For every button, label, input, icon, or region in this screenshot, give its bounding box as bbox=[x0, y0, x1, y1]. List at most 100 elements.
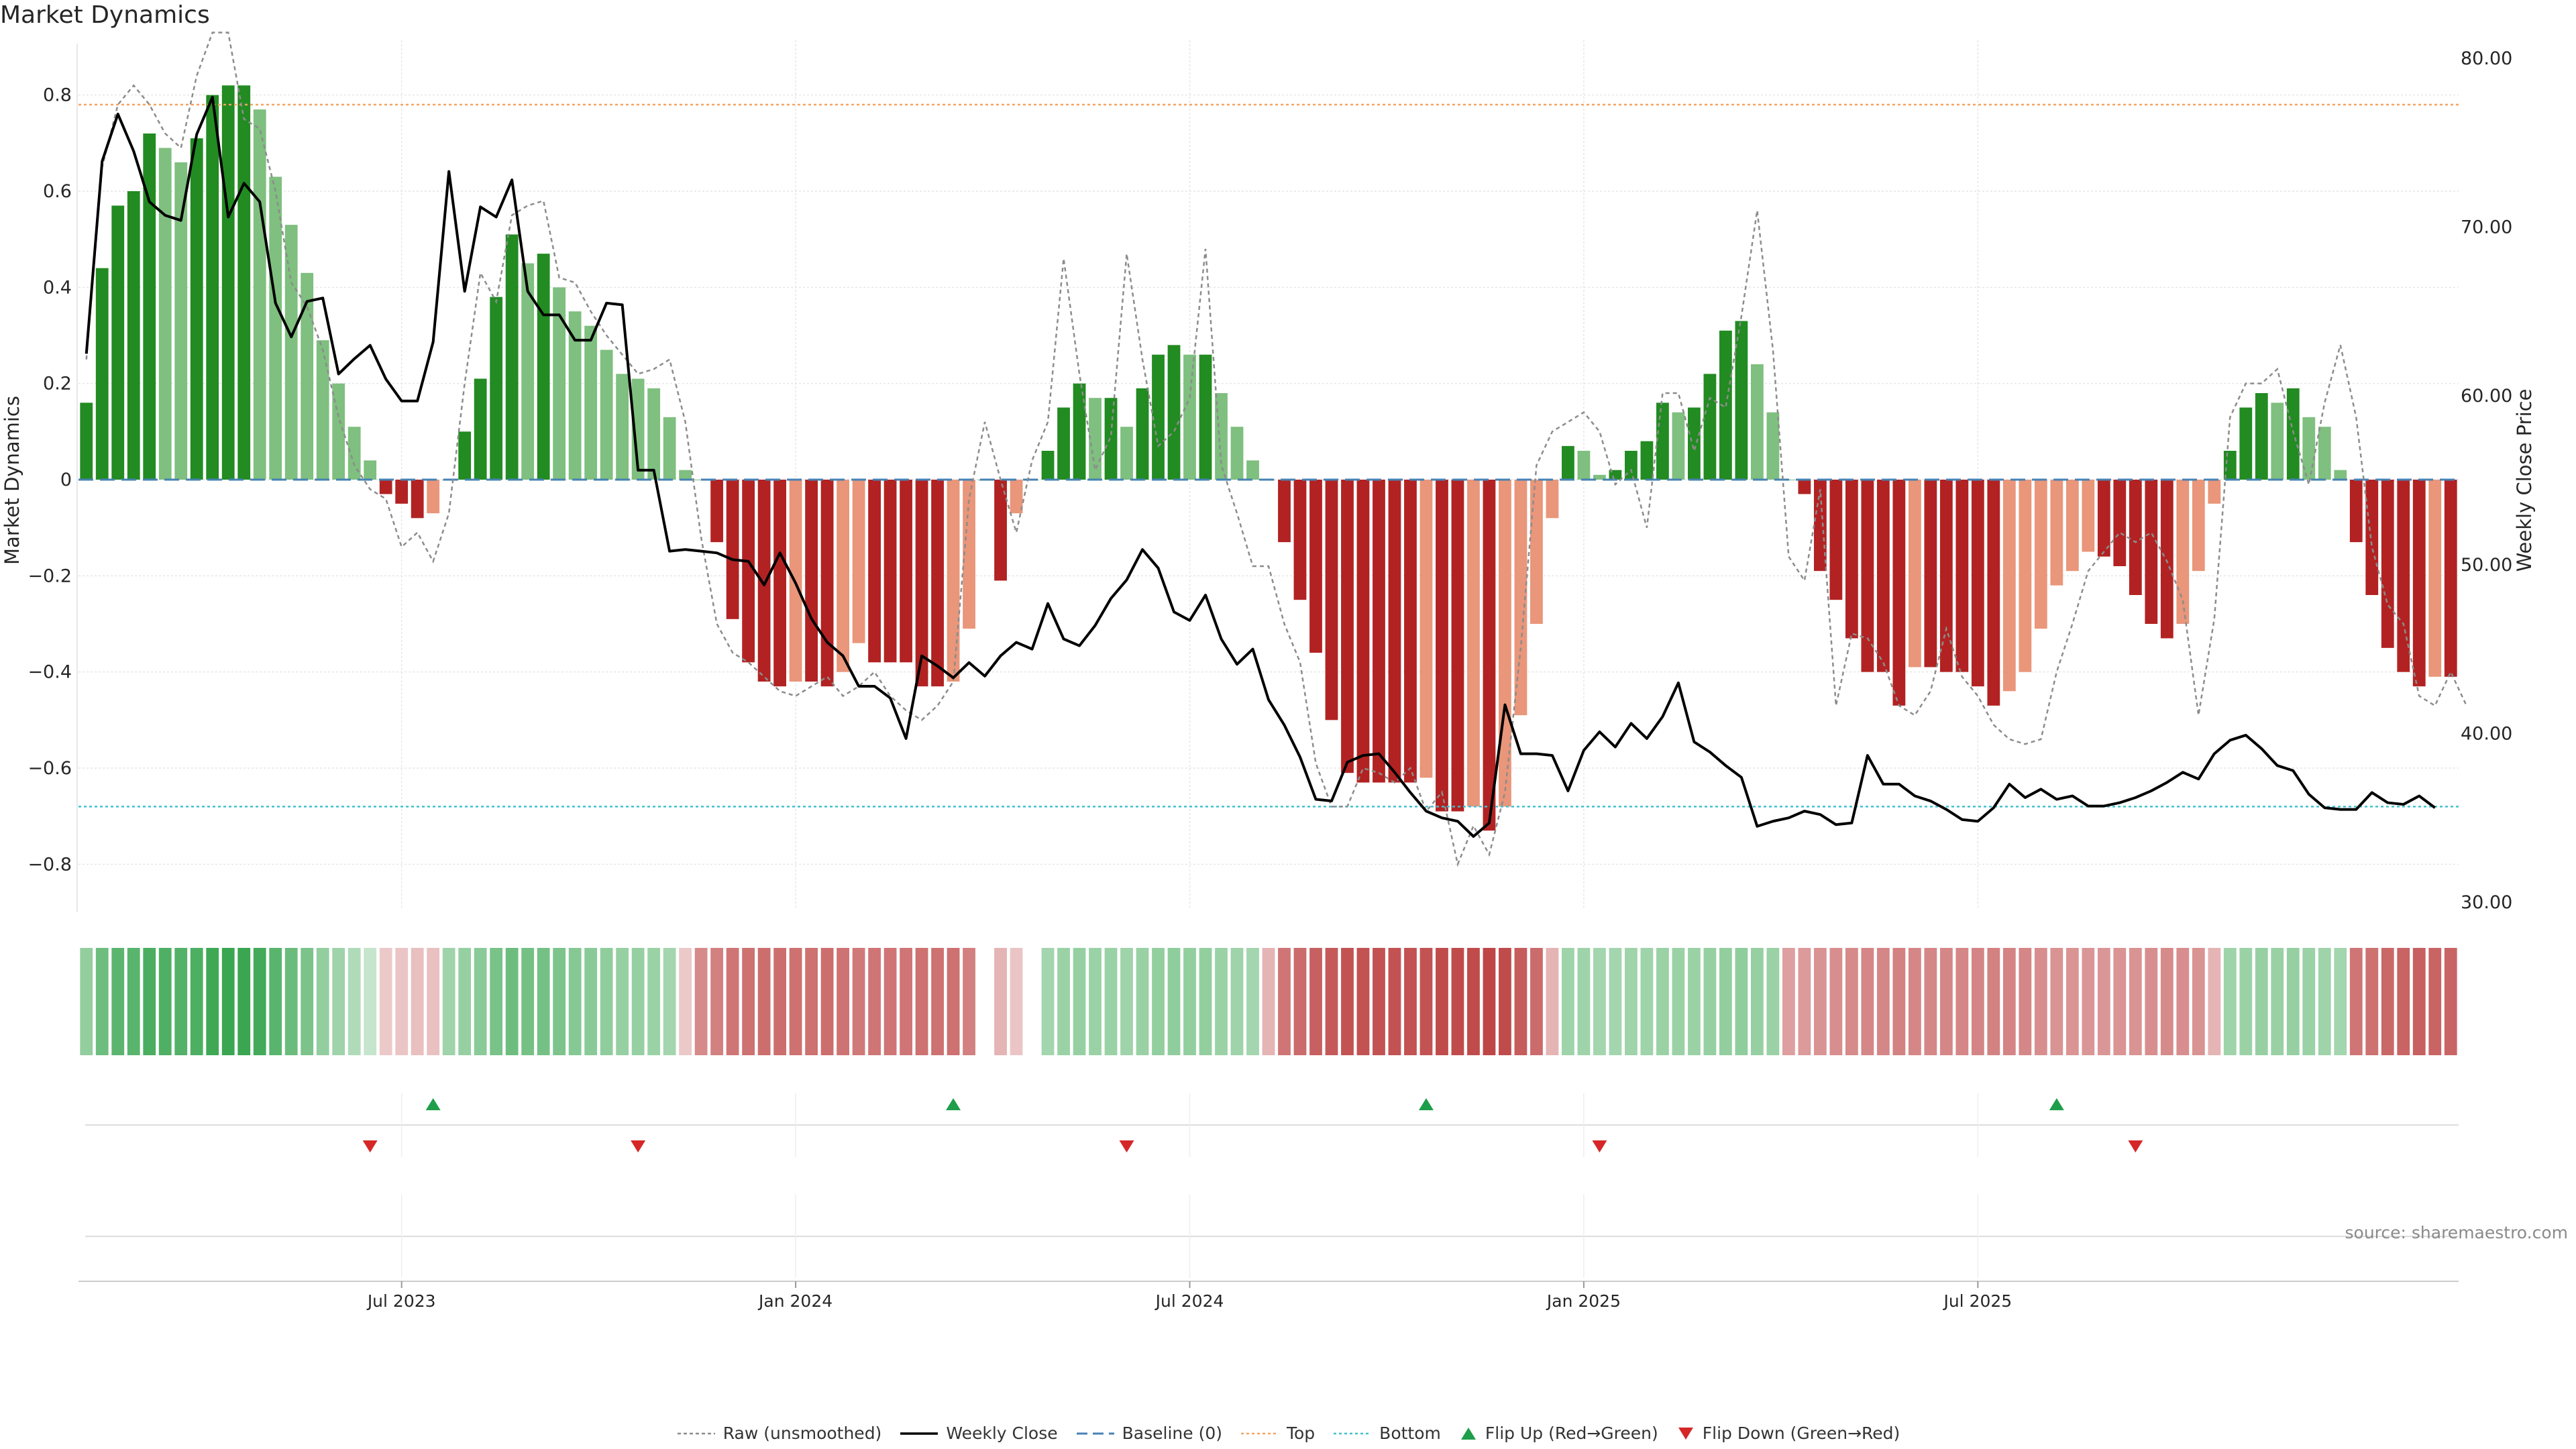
legend-symbol-raw bbox=[676, 1427, 716, 1440]
dynamics-bar bbox=[206, 95, 219, 480]
dynamics-bar bbox=[1388, 480, 1401, 783]
dynamics-bar bbox=[631, 378, 645, 480]
heat-cell bbox=[2239, 948, 2253, 1055]
dynamics-bar bbox=[347, 427, 361, 480]
heat-cell bbox=[1908, 948, 1921, 1055]
dynamics-bar bbox=[1955, 480, 1969, 672]
source-note: source: sharemaestro.com bbox=[2345, 1223, 2569, 1242]
dynamics-bar bbox=[1089, 398, 1102, 480]
dynamics-bar bbox=[1483, 480, 1496, 831]
heat-cell bbox=[221, 948, 235, 1055]
dynamics-bar bbox=[1750, 364, 1764, 480]
dynamics-bar bbox=[2065, 480, 2079, 572]
heat-cell bbox=[1577, 948, 1591, 1055]
legend-symbol-bottom bbox=[1332, 1427, 1373, 1440]
dynamics-bar bbox=[505, 234, 519, 480]
heat-cell bbox=[2365, 948, 2379, 1055]
legend-symbol-top bbox=[1240, 1427, 1280, 1440]
y2-tick-label: 30.00 bbox=[2461, 892, 2512, 913]
dynamics-bar bbox=[820, 480, 834, 687]
raw-series-line bbox=[85, 32, 2467, 867]
dynamics-bar bbox=[1183, 354, 1196, 480]
dynamics-bar bbox=[1577, 451, 1591, 480]
heat-cell bbox=[568, 948, 582, 1055]
legend-item-baseline: Baseline (0) bbox=[1075, 1424, 1222, 1443]
heat-strip bbox=[80, 948, 2457, 1055]
dynamics-bar bbox=[1419, 480, 1433, 778]
heat-cell bbox=[1593, 948, 1606, 1055]
heat-cell bbox=[1278, 948, 1291, 1055]
heat-cell bbox=[1152, 948, 1165, 1055]
dynamics-bar bbox=[1939, 480, 1953, 672]
heat-cell bbox=[2255, 948, 2268, 1055]
heat-cell bbox=[1499, 948, 1511, 1055]
dynamics-bar bbox=[726, 480, 739, 619]
heat-cell bbox=[2129, 948, 2142, 1055]
dynamics-bar bbox=[2145, 480, 2158, 624]
heat-cell bbox=[1924, 948, 1937, 1055]
heat-cell bbox=[2271, 948, 2284, 1055]
heat-cell bbox=[694, 948, 708, 1055]
heat-cell bbox=[158, 948, 172, 1055]
dynamics-bar bbox=[521, 263, 535, 480]
heat-cell bbox=[1120, 948, 1133, 1055]
dynamics-bar bbox=[395, 480, 409, 504]
heat-cell bbox=[1625, 948, 1638, 1055]
dynamics-bar bbox=[1230, 427, 1244, 480]
heat-cell bbox=[2113, 948, 2127, 1055]
heat-cell bbox=[332, 948, 345, 1055]
dynamics-bar bbox=[158, 148, 172, 480]
y2-tick-label: 70.00 bbox=[2461, 217, 2512, 238]
dynamics-bar bbox=[1609, 470, 1622, 480]
heat-cell bbox=[679, 948, 692, 1055]
flip-up-marker bbox=[946, 1098, 961, 1110]
dynamics-bar bbox=[1341, 480, 1354, 773]
heat-cell bbox=[269, 948, 282, 1055]
flip-markers bbox=[85, 1093, 2459, 1278]
legend-label: Baseline (0) bbox=[1122, 1424, 1222, 1443]
dynamics-bar bbox=[773, 480, 787, 687]
heat-cell bbox=[1215, 948, 1228, 1055]
dynamics-bar bbox=[2050, 480, 2063, 586]
dynamics-bar bbox=[1309, 480, 1322, 653]
y-tick-label: −0.6 bbox=[28, 758, 72, 779]
heat-cell bbox=[1703, 948, 1717, 1055]
dynamics-bar bbox=[111, 205, 125, 480]
dynamics-bar bbox=[837, 480, 849, 672]
y-tick-label: 0.2 bbox=[43, 374, 72, 394]
dynamics-bar bbox=[1640, 441, 1654, 480]
dynamics-bar bbox=[994, 480, 1007, 581]
heat-cell bbox=[143, 948, 156, 1055]
dynamics-bar bbox=[963, 480, 975, 629]
heat-cell bbox=[584, 948, 598, 1055]
dynamics-bar bbox=[490, 297, 503, 480]
heat-cell bbox=[1987, 948, 2000, 1055]
heat-cell bbox=[1672, 948, 1685, 1055]
heat-cell bbox=[1262, 948, 1275, 1055]
axes: 0.8 0.6 0.4 0.2 0 −0.2 −0.4 −0.6 −0.8 80.00 70.00 6… bbox=[28, 44, 2512, 913]
heat-cell bbox=[364, 948, 377, 1055]
y-tick-label: 0.6 bbox=[43, 181, 72, 202]
heat-cell bbox=[616, 948, 629, 1055]
heat-cell bbox=[2002, 948, 2016, 1055]
dynamics-bar bbox=[1215, 393, 1228, 480]
heat-cell bbox=[1356, 948, 1370, 1055]
heat-cell bbox=[2050, 948, 2063, 1055]
heat-cell bbox=[474, 948, 487, 1055]
dynamics-bar bbox=[1356, 480, 1370, 783]
heat-cell bbox=[553, 948, 566, 1055]
y-tick-label: 0.8 bbox=[43, 85, 72, 106]
dynamics-bar bbox=[1010, 480, 1023, 514]
dynamics-bar bbox=[1199, 354, 1212, 480]
heat-cell bbox=[1309, 948, 1322, 1055]
dynamics-bar bbox=[143, 133, 156, 480]
heat-cell bbox=[1026, 948, 1038, 1055]
legend-item-raw: Raw (unsmoothed) bbox=[676, 1424, 882, 1443]
dynamics-bar bbox=[568, 311, 582, 480]
legend-label: Raw (unsmoothed) bbox=[722, 1424, 882, 1443]
dynamics-bar bbox=[1971, 480, 1984, 687]
y-tick-label: −0.8 bbox=[28, 854, 72, 875]
dynamics-bar bbox=[2444, 480, 2457, 677]
heat-cell bbox=[1766, 948, 1780, 1055]
heat-cell bbox=[1719, 948, 1732, 1055]
